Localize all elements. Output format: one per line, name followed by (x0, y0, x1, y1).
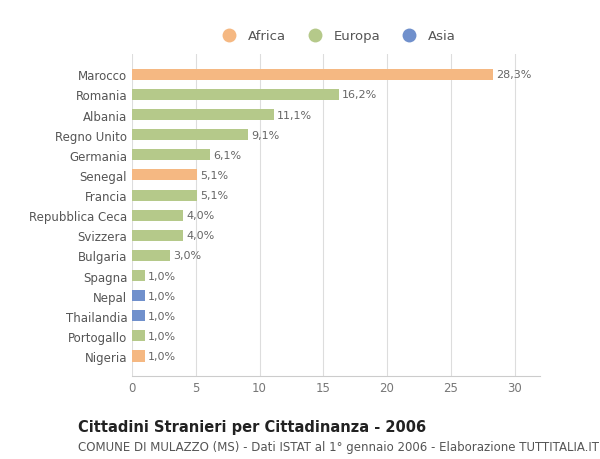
Bar (132, 90, 338, 101)
Bar (132, 330, 145, 341)
Bar (132, 210, 183, 221)
Bar (132, 250, 170, 262)
Legend: Africa, Europa, Asia: Africa, Europa, Asia (212, 26, 460, 47)
Bar (132, 230, 183, 241)
Text: 1,0%: 1,0% (148, 271, 176, 281)
Text: 1,0%: 1,0% (148, 351, 176, 361)
Bar (132, 130, 248, 141)
Text: COMUNE DI MULAZZO (MS) - Dati ISTAT al 1° gennaio 2006 - Elaborazione TUTTITALIA: COMUNE DI MULAZZO (MS) - Dati ISTAT al 1… (78, 441, 599, 453)
Text: 11,1%: 11,1% (277, 110, 312, 120)
Text: 4,0%: 4,0% (186, 231, 214, 241)
Text: 28,3%: 28,3% (496, 70, 532, 80)
Text: 5,1%: 5,1% (200, 190, 229, 201)
Bar (132, 110, 274, 121)
Text: 16,2%: 16,2% (342, 90, 377, 100)
Bar (132, 150, 210, 161)
Text: 1,0%: 1,0% (148, 291, 176, 301)
Text: 3,0%: 3,0% (173, 251, 202, 261)
Bar (132, 70, 493, 81)
Text: Cittadini Stranieri per Cittadinanza - 2006: Cittadini Stranieri per Cittadinanza - 2… (78, 419, 426, 434)
Text: 4,0%: 4,0% (186, 211, 214, 221)
Bar (132, 270, 145, 281)
Text: 1,0%: 1,0% (148, 331, 176, 341)
Text: 9,1%: 9,1% (251, 130, 280, 140)
Bar (132, 351, 145, 362)
Bar (132, 311, 145, 322)
Bar (132, 170, 197, 181)
Text: 6,1%: 6,1% (213, 151, 241, 161)
Text: 5,1%: 5,1% (200, 171, 229, 180)
Bar (132, 190, 197, 201)
Bar (132, 291, 145, 302)
Text: 1,0%: 1,0% (148, 311, 176, 321)
